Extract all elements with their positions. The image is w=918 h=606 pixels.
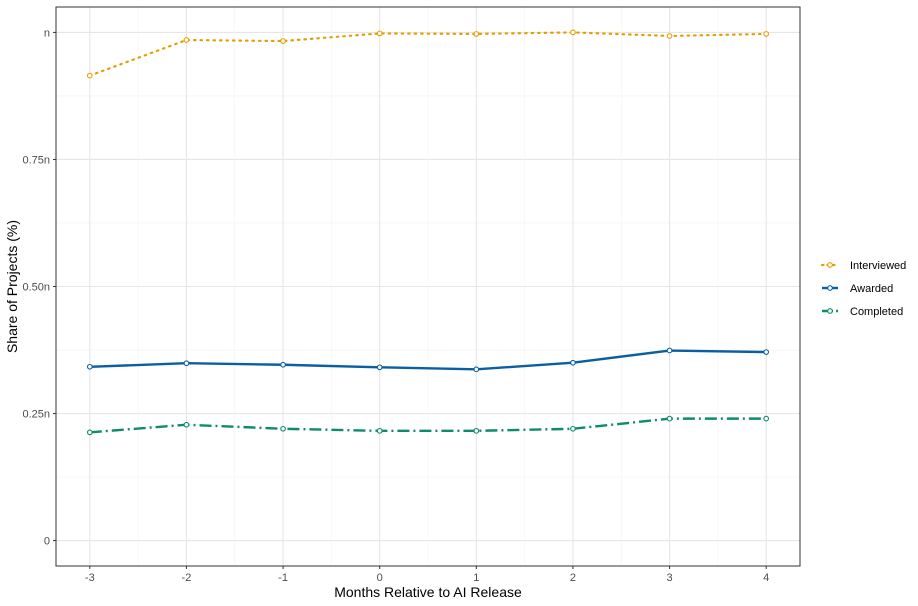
legend-marker: [827, 262, 833, 268]
y-tick-label: 0.75n: [22, 154, 50, 166]
data-point-awarded: [86, 363, 93, 370]
data-point-interviewed: [376, 30, 383, 37]
grid: [56, 7, 800, 566]
data-point-interviewed: [183, 37, 190, 43]
legend-key-interviewed: [820, 262, 840, 268]
data-point-completed: [473, 427, 480, 434]
series-completed: [86, 415, 770, 436]
y-tick-label: n: [44, 27, 50, 39]
legend-marker: [827, 285, 833, 291]
data-point-awarded: [570, 359, 576, 366]
data-point-awarded: [183, 360, 190, 367]
legend-label-awarded: Awarded: [850, 283, 893, 295]
x-tick-label: 1: [473, 572, 479, 584]
series-awarded: [86, 347, 770, 373]
data-point-awarded: [376, 364, 383, 371]
x-tick-label: -3: [85, 572, 95, 584]
data-point-interviewed: [570, 29, 576, 36]
data-point-completed: [183, 421, 190, 428]
series-layer: [86, 29, 770, 436]
y-axis-title: Share of Projects (%): [4, 220, 20, 353]
data-point-awarded: [280, 361, 286, 368]
data-point-awarded: [473, 366, 480, 373]
series-line-awarded: [89, 349, 767, 371]
data-point-interviewed: [86, 72, 93, 79]
x-tick-label: -1: [278, 572, 288, 584]
x-axis-title: Months Relative to AI Release: [334, 584, 522, 600]
data-point-interviewed: [473, 31, 480, 37]
x-tick-label: 0: [377, 572, 383, 584]
legend-marker: [827, 308, 833, 314]
data-point-completed: [570, 425, 576, 432]
data-point-completed: [763, 415, 770, 422]
data-point-completed: [86, 429, 93, 436]
x-tick-label: 3: [666, 572, 672, 584]
legend-key-completed: [822, 308, 838, 314]
x-tick-label: 2: [570, 572, 576, 584]
x-tick-label: 4: [763, 572, 769, 584]
legend-label-interviewed: Interviewed: [850, 260, 906, 272]
legend: Interviewed Awarded Completed: [820, 260, 906, 318]
series-line-completed: [89, 417, 767, 434]
y-tick-label: 0.50n: [22, 282, 50, 294]
legend-label-completed: Completed: [850, 306, 903, 318]
data-point-interviewed: [666, 33, 673, 39]
legend-key-awarded: [822, 285, 838, 291]
x-tick-label: -2: [182, 572, 192, 584]
data-point-awarded: [763, 349, 770, 355]
data-point-completed: [666, 415, 673, 422]
series-line-interviewed: [88, 31, 768, 77]
data-point-interviewed: [763, 31, 770, 37]
y-tick-label: 0.25n: [22, 409, 50, 421]
data-point-awarded: [666, 347, 673, 354]
series-interviewed: [86, 29, 770, 79]
data-point-interviewed: [280, 38, 286, 44]
data-point-completed: [280, 425, 286, 432]
y-tick-label: 0: [44, 536, 50, 548]
axes: 0 0.25n 0.50n 0.75n n -3 -2 -1 0 1 2 3 4: [22, 27, 769, 584]
data-point-completed: [376, 427, 383, 434]
